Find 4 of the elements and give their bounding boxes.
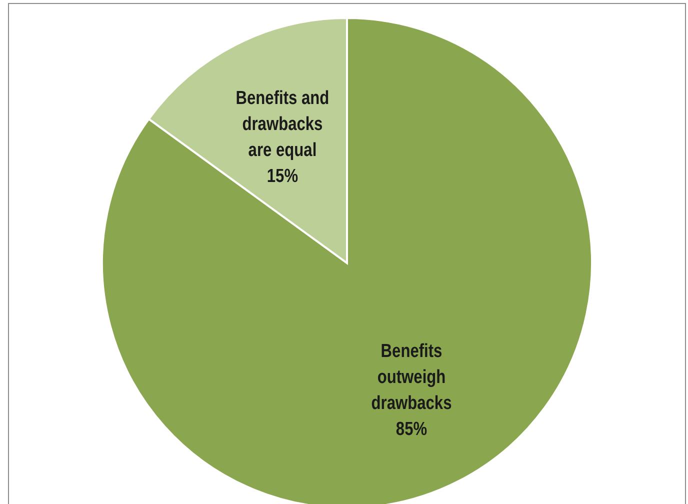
slice-label: Benefits outweigh drawbacks: [371, 340, 452, 414]
data-label: 15%: [266, 164, 298, 186]
slice-label: Benefits and drawbacks are equal: [236, 86, 330, 160]
data-label: 85%: [396, 418, 428, 440]
